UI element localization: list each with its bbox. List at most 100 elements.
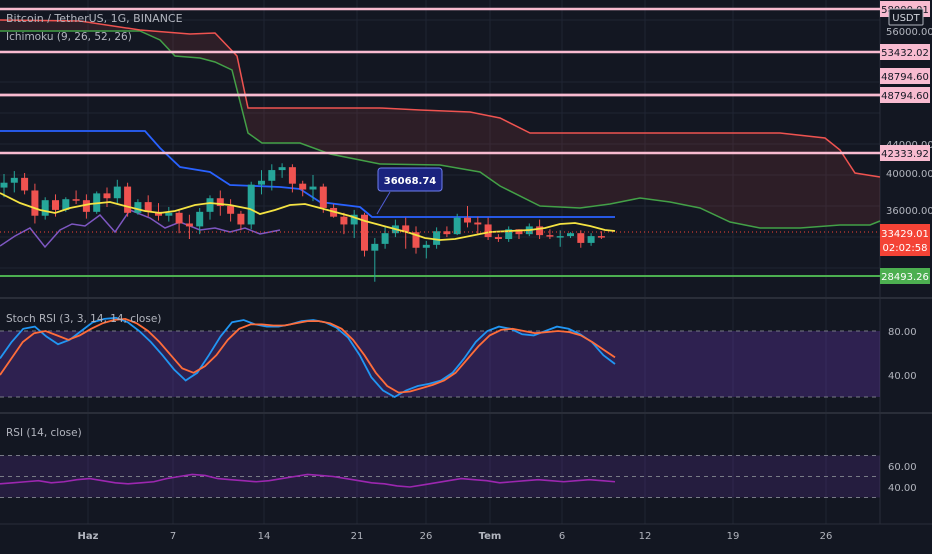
stoch-axis-tick-label: 40.00 xyxy=(888,371,917,382)
price-level-tag[interactable] xyxy=(880,44,930,60)
candle-down[interactable] xyxy=(536,226,544,236)
candle-down[interactable] xyxy=(494,237,502,240)
candle-down[interactable] xyxy=(299,183,307,190)
time-axis-label: 26 xyxy=(820,531,833,542)
price-level-tag[interactable] xyxy=(880,268,930,284)
candle-down[interactable] xyxy=(597,236,605,238)
candle-up[interactable] xyxy=(165,212,173,216)
price-level-tag[interactable] xyxy=(880,68,930,84)
ichimoku-legend[interactable]: Ichimoku (9, 26, 52, 26) xyxy=(6,31,132,43)
ichimoku-cloud xyxy=(0,20,880,228)
stoch-axis-tick-label: 80.00 xyxy=(888,327,917,338)
candle-up[interactable] xyxy=(196,211,204,227)
candle-up[interactable] xyxy=(10,177,18,183)
candle-down[interactable] xyxy=(52,200,59,210)
rsi-legend[interactable]: RSI (14, close) xyxy=(6,427,82,439)
time-axis-label: 6 xyxy=(559,531,565,542)
candle-down[interactable] xyxy=(227,206,235,214)
stoch-rsi-legend[interactable]: Stoch RSI (3, 3, 14, 14, close) xyxy=(6,313,162,325)
candle-down[interactable] xyxy=(175,212,183,224)
time-axis-label: Tem xyxy=(479,531,502,542)
time-axis-label: 26 xyxy=(420,531,433,542)
candle-down[interactable] xyxy=(124,186,132,213)
ichimoku-tenkan xyxy=(0,192,616,241)
price-axis-tick-label: 56000.00 xyxy=(886,27,932,38)
candle-up[interactable] xyxy=(422,244,430,248)
candle-down[interactable] xyxy=(577,233,585,243)
stoch-d-line xyxy=(0,317,616,394)
candle-up[interactable] xyxy=(206,198,214,212)
candle-down[interactable] xyxy=(464,217,471,223)
candle-down[interactable] xyxy=(21,177,29,191)
candle-up[interactable] xyxy=(309,186,317,190)
price-level-tag-label: 48794.60 xyxy=(881,72,929,83)
candle-down[interactable] xyxy=(103,193,111,199)
time-axis-label: 14 xyxy=(258,531,271,542)
candle-down[interactable] xyxy=(361,214,368,251)
candle-down[interactable] xyxy=(340,216,348,225)
candle-up[interactable] xyxy=(556,236,564,238)
price-level-tag-label: 42333.92 xyxy=(881,149,929,160)
callout-pointer xyxy=(376,191,391,215)
candle-up[interactable] xyxy=(505,229,513,240)
candle-down[interactable] xyxy=(474,222,482,225)
candle-up[interactable] xyxy=(381,233,389,244)
candle-up[interactable] xyxy=(113,186,121,199)
current-price-tag[interactable] xyxy=(880,224,930,256)
candle-up[interactable] xyxy=(258,180,265,185)
bar-countdown-label: 02:02:58 xyxy=(883,243,928,254)
candle-up[interactable] xyxy=(41,200,49,216)
price-level-tag-label: 28493.26 xyxy=(881,272,929,283)
candle-up[interactable] xyxy=(433,231,441,245)
price-level-tag[interactable] xyxy=(880,145,930,161)
candle-down[interactable] xyxy=(185,223,193,227)
candle-up[interactable] xyxy=(371,243,379,251)
currency-button[interactable] xyxy=(888,8,924,26)
candle-down[interactable] xyxy=(82,200,90,212)
candle-up[interactable] xyxy=(453,217,461,235)
rsi-line xyxy=(0,473,616,488)
currency-label: USDT xyxy=(892,13,920,24)
price-level-tag[interactable] xyxy=(880,87,930,103)
price-level-tag-label: 53432.02 xyxy=(881,48,929,59)
current-price-label: 33429.01 xyxy=(881,229,929,240)
time-axis-label: Haz xyxy=(78,531,99,542)
candle-down[interactable] xyxy=(72,199,80,201)
candle-down[interactable] xyxy=(443,231,451,235)
ichimoku-span-a xyxy=(0,30,881,229)
candle-down[interactable] xyxy=(144,202,152,212)
stoch-band xyxy=(0,331,880,397)
symbol-title[interactable]: Bitcoin / TetherUS, 1G, BINANCE xyxy=(6,12,183,25)
candle-up[interactable] xyxy=(567,233,574,237)
candle-down[interactable] xyxy=(319,186,327,208)
candle-up[interactable] xyxy=(247,184,255,225)
candle-up[interactable] xyxy=(0,182,8,188)
candle-down[interactable] xyxy=(402,225,410,233)
candle-up[interactable] xyxy=(350,214,358,225)
price-callout[interactable] xyxy=(377,167,443,192)
price-level-tag-label: 48794.60 xyxy=(881,91,929,102)
ichimoku-span-b xyxy=(0,19,881,178)
candle-down[interactable] xyxy=(31,190,39,216)
candle-up[interactable] xyxy=(62,199,70,210)
candle-up[interactable] xyxy=(278,167,286,171)
candle-down[interactable] xyxy=(546,235,554,237)
candle-up[interactable] xyxy=(134,202,142,213)
time-axis-label: 12 xyxy=(639,531,652,542)
candle-down[interactable] xyxy=(515,229,523,235)
candle-down[interactable] xyxy=(155,211,162,216)
candle-down[interactable] xyxy=(288,167,296,184)
candle-up[interactable] xyxy=(268,170,276,181)
price-callout-label: 36068.74 xyxy=(384,176,437,187)
candle-down[interactable] xyxy=(484,224,492,238)
rsi-axis-tick-label: 40.00 xyxy=(888,483,917,494)
candle-down[interactable] xyxy=(412,232,420,248)
rsi-axis-tick-label: 60.00 xyxy=(888,462,917,473)
candle-up[interactable] xyxy=(587,236,595,243)
time-axis-label: 7 xyxy=(170,531,176,542)
candle-down[interactable] xyxy=(216,198,224,207)
ichimoku-kijun xyxy=(0,130,615,218)
candle-down[interactable] xyxy=(237,213,245,225)
